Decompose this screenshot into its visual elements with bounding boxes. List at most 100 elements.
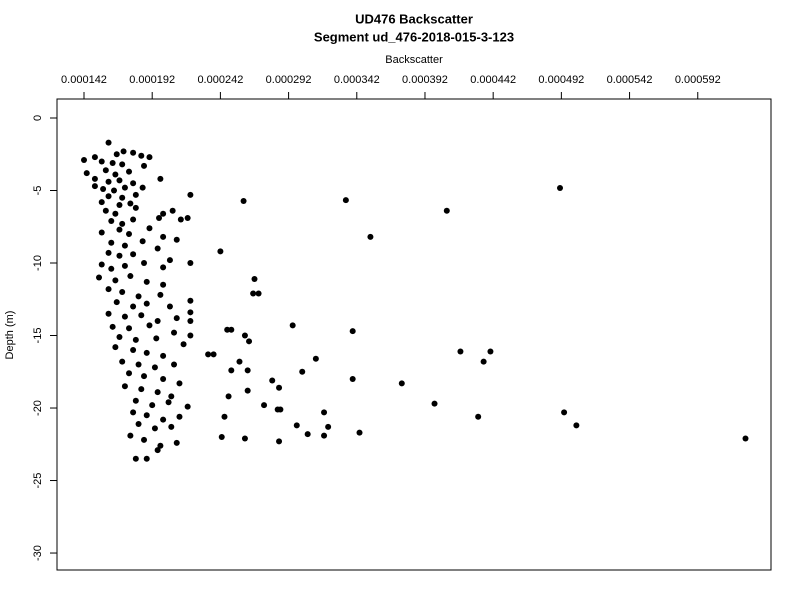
x-axis-label: Backscatter [385, 54, 443, 66]
point [151, 425, 158, 432]
point [130, 303, 137, 310]
point [173, 315, 180, 322]
point [151, 364, 158, 371]
point [312, 355, 319, 362]
point [187, 332, 194, 339]
point [126, 168, 133, 175]
point [293, 422, 300, 429]
point [187, 260, 194, 267]
point [160, 264, 167, 271]
point [138, 386, 145, 393]
point [113, 151, 120, 158]
point [157, 175, 164, 182]
point [176, 413, 183, 420]
point [255, 290, 262, 297]
point [321, 432, 328, 439]
point [187, 191, 194, 198]
chart-title: UD476 Backscatter [355, 11, 473, 26]
point [210, 351, 217, 358]
point [141, 260, 148, 267]
point [241, 435, 248, 442]
point [119, 220, 126, 227]
point [132, 191, 139, 198]
point [116, 177, 123, 184]
y-tick-label: -20 [32, 400, 44, 416]
point [105, 310, 112, 317]
y-tick-label: -5 [32, 186, 44, 196]
point [105, 249, 112, 256]
point [244, 367, 251, 374]
point [91, 183, 98, 190]
plot-frame [56, 98, 772, 571]
point [480, 358, 487, 365]
point [132, 336, 139, 343]
point [102, 167, 109, 174]
point [126, 231, 133, 238]
x-tick-label: 0.000392 [402, 74, 448, 86]
point [113, 299, 120, 306]
y-tick-label: -30 [32, 545, 44, 561]
point [304, 431, 311, 438]
point [224, 326, 231, 333]
point [157, 442, 164, 449]
point [165, 399, 172, 406]
point [277, 406, 284, 413]
point [116, 226, 123, 233]
point [108, 239, 115, 246]
point [487, 348, 494, 355]
point [102, 207, 109, 214]
x-tick-label: 0.000192 [129, 74, 175, 86]
point [398, 380, 405, 387]
point [218, 434, 225, 441]
point [112, 277, 119, 284]
point [81, 157, 88, 164]
point [135, 420, 142, 427]
point [105, 178, 112, 185]
point [135, 361, 142, 368]
point [184, 215, 191, 222]
point [139, 238, 146, 245]
point [130, 347, 137, 354]
point [149, 402, 156, 409]
point [98, 199, 105, 206]
point [240, 197, 247, 204]
point [187, 297, 194, 304]
point [119, 358, 126, 365]
point [111, 187, 118, 194]
point [146, 225, 153, 232]
point [119, 194, 126, 201]
point [121, 262, 128, 269]
point [166, 303, 173, 310]
point [160, 416, 167, 423]
point [166, 257, 173, 264]
point [109, 159, 116, 166]
point [132, 397, 139, 404]
point [561, 409, 568, 416]
point [251, 275, 258, 282]
x-tick-label: 0.000542 [607, 74, 653, 86]
point [276, 384, 283, 391]
point [184, 403, 191, 410]
x-tick-label: 0.000442 [470, 74, 516, 86]
point [141, 436, 148, 443]
point [187, 309, 194, 316]
point [130, 180, 137, 187]
point [127, 432, 134, 439]
point [116, 252, 123, 259]
point [457, 348, 464, 355]
point [173, 236, 180, 243]
point [217, 248, 224, 255]
point [135, 293, 142, 300]
point [143, 278, 150, 285]
point [105, 139, 112, 146]
point [138, 152, 145, 159]
point [141, 373, 148, 380]
point [105, 286, 112, 293]
point [132, 455, 139, 462]
x-tick-label: 0.000242 [197, 74, 243, 86]
point [349, 328, 356, 335]
point [116, 202, 123, 209]
point [367, 233, 374, 240]
point [130, 409, 137, 416]
point [205, 351, 212, 358]
